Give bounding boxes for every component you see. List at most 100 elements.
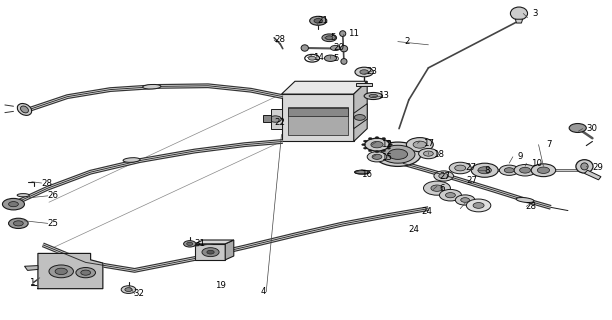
Polygon shape: [282, 81, 367, 94]
Text: 27: 27: [466, 176, 477, 185]
Text: 1: 1: [29, 278, 35, 287]
Ellipse shape: [576, 160, 593, 173]
Text: 7: 7: [546, 140, 551, 149]
Text: 10: 10: [531, 159, 542, 168]
Polygon shape: [354, 81, 367, 141]
Circle shape: [372, 154, 382, 159]
Circle shape: [184, 241, 196, 247]
Circle shape: [81, 270, 91, 275]
Circle shape: [387, 147, 390, 149]
Text: 25: 25: [48, 219, 59, 228]
Circle shape: [439, 173, 449, 179]
Circle shape: [308, 56, 316, 60]
Circle shape: [367, 152, 387, 162]
Circle shape: [434, 171, 453, 181]
Circle shape: [382, 138, 386, 140]
Circle shape: [569, 124, 586, 132]
Circle shape: [455, 165, 466, 171]
Text: 21: 21: [317, 16, 328, 25]
Text: 29: 29: [592, 163, 603, 172]
Polygon shape: [584, 170, 601, 180]
Bar: [263, 115, 271, 122]
Text: 28: 28: [274, 36, 285, 44]
Circle shape: [125, 288, 132, 292]
Text: 4: 4: [260, 287, 266, 296]
Text: 13: 13: [378, 92, 389, 100]
Ellipse shape: [369, 94, 378, 98]
Ellipse shape: [581, 163, 588, 170]
Text: 31: 31: [195, 239, 206, 248]
Text: 24: 24: [421, 207, 432, 216]
Polygon shape: [195, 244, 225, 260]
Bar: [356, 83, 372, 86]
Text: 22: 22: [274, 118, 285, 127]
Circle shape: [49, 265, 73, 278]
Ellipse shape: [364, 92, 382, 100]
Circle shape: [455, 195, 475, 205]
Ellipse shape: [340, 45, 348, 52]
Polygon shape: [271, 109, 282, 129]
Circle shape: [375, 151, 379, 153]
Circle shape: [413, 141, 427, 148]
Text: 15: 15: [381, 153, 392, 162]
Circle shape: [364, 147, 367, 149]
Ellipse shape: [355, 170, 370, 174]
Circle shape: [362, 144, 365, 146]
Text: 19: 19: [215, 281, 226, 290]
Bar: [288, 107, 348, 135]
Ellipse shape: [341, 59, 347, 64]
Polygon shape: [225, 240, 234, 260]
Text: 9: 9: [517, 152, 523, 161]
Circle shape: [381, 145, 415, 163]
Circle shape: [387, 140, 390, 142]
Circle shape: [365, 138, 389, 151]
Circle shape: [419, 148, 438, 159]
Ellipse shape: [17, 103, 32, 116]
Text: 24: 24: [409, 225, 420, 234]
Text: 27: 27: [465, 164, 476, 172]
Circle shape: [446, 193, 455, 198]
Text: 27: 27: [439, 172, 450, 181]
Text: 28: 28: [42, 179, 53, 188]
Circle shape: [355, 67, 373, 77]
Circle shape: [2, 198, 24, 210]
Polygon shape: [24, 266, 38, 270]
Circle shape: [514, 164, 536, 176]
Polygon shape: [282, 94, 354, 141]
Circle shape: [531, 164, 556, 177]
Text: 8: 8: [485, 166, 490, 175]
Text: 14: 14: [313, 53, 324, 62]
Circle shape: [269, 116, 282, 122]
Polygon shape: [195, 240, 234, 244]
Text: 30: 30: [586, 124, 597, 133]
Circle shape: [368, 138, 372, 140]
Circle shape: [354, 115, 365, 120]
Text: 12: 12: [381, 140, 392, 149]
Circle shape: [431, 185, 443, 191]
Circle shape: [375, 142, 421, 166]
Circle shape: [382, 150, 386, 152]
Circle shape: [478, 167, 491, 174]
Circle shape: [9, 218, 28, 228]
Circle shape: [461, 198, 469, 202]
Circle shape: [207, 250, 214, 254]
Text: 6: 6: [439, 184, 445, 193]
Text: 17: 17: [424, 139, 435, 148]
Text: 32: 32: [133, 289, 144, 298]
Ellipse shape: [17, 194, 29, 197]
Circle shape: [121, 286, 136, 293]
Circle shape: [537, 167, 550, 173]
Ellipse shape: [301, 45, 308, 51]
Circle shape: [310, 16, 327, 25]
Circle shape: [202, 248, 219, 257]
Circle shape: [13, 221, 23, 226]
Circle shape: [389, 144, 392, 146]
Circle shape: [471, 163, 498, 177]
Circle shape: [388, 149, 408, 159]
Circle shape: [375, 137, 379, 139]
Circle shape: [9, 202, 18, 207]
Circle shape: [473, 203, 484, 208]
Text: 20: 20: [334, 43, 345, 52]
Circle shape: [368, 150, 372, 152]
Circle shape: [187, 242, 193, 245]
